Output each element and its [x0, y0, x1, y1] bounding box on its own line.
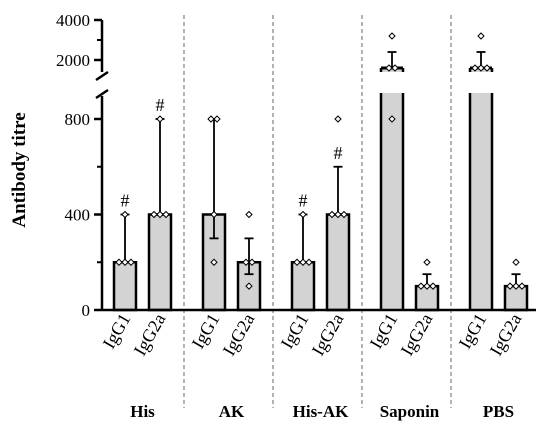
- data-point: [293, 258, 301, 266]
- data-point: [245, 210, 253, 219]
- category-label: IgG1: [188, 310, 224, 352]
- data-point: [423, 282, 431, 290]
- data-point: [210, 210, 218, 219]
- data-points: [115, 32, 526, 290]
- group-label: Saponin: [380, 402, 440, 421]
- bar: [290, 261, 316, 312]
- bar: [381, 93, 403, 310]
- y-tick-label: 800: [65, 110, 91, 129]
- group-label: His-AK: [293, 402, 350, 421]
- data-point: [388, 32, 396, 40]
- data-point: [121, 210, 129, 219]
- data-point: [340, 210, 348, 219]
- data-point: [334, 115, 342, 123]
- y-tick-label: 4000: [56, 11, 90, 30]
- group-label: PBS: [483, 402, 514, 421]
- group-label: AK: [219, 402, 245, 421]
- category-label: IgG1: [366, 310, 402, 352]
- data-point: [127, 258, 135, 266]
- significance-mark: #: [156, 95, 165, 115]
- y-axis-break-mark: [95, 70, 109, 82]
- group-label: His: [130, 402, 155, 421]
- data-point: [417, 282, 425, 290]
- group-dividers: [183, 15, 452, 408]
- y-tick-label: 2000: [56, 51, 90, 70]
- bar: [112, 261, 138, 312]
- data-point: [115, 258, 123, 266]
- category-label: IgG2a: [219, 310, 259, 359]
- data-point: [245, 282, 253, 290]
- error-bars: [120, 51, 521, 287]
- data-point: [477, 64, 485, 72]
- data-point: [518, 282, 526, 290]
- data-point: [385, 64, 393, 72]
- data-point: [512, 282, 520, 290]
- data-point: [207, 115, 215, 123]
- bar: [470, 93, 492, 310]
- data-point: [423, 258, 431, 266]
- y-tick-label: 400: [65, 206, 91, 225]
- data-point: [328, 210, 336, 219]
- data-point: [248, 258, 256, 266]
- axis-labels: His#IgG1#IgG2aAKIgG1IgG2aHis-AK#IgG1#IgG…: [99, 95, 526, 421]
- category-label: IgG1: [277, 310, 313, 352]
- data-point: [429, 282, 437, 290]
- data-point: [477, 32, 485, 40]
- data-point: [242, 258, 250, 266]
- y-tick-label: 0: [82, 301, 91, 320]
- data-point: [299, 210, 307, 219]
- y-axis: 0 400 800 2000 4000: [56, 11, 536, 320]
- data-point: [299, 258, 307, 266]
- data-point: [121, 258, 129, 266]
- data-point: [305, 258, 313, 266]
- category-label: IgG1: [99, 310, 135, 352]
- data-point: [150, 210, 158, 219]
- bars: [112, 66, 529, 312]
- data-point: [391, 64, 399, 72]
- y-axis-break-mark: [95, 88, 109, 100]
- category-label: IgG2a: [308, 310, 348, 359]
- category-label: IgG1: [455, 310, 491, 352]
- y-axis-title: Antibody titre: [9, 112, 30, 227]
- category-label: IgG2a: [130, 310, 170, 359]
- category-label: IgG2a: [397, 310, 437, 359]
- data-point: [156, 210, 164, 219]
- data-point: [334, 210, 342, 219]
- bar: [325, 213, 351, 312]
- significance-mark: #: [299, 191, 308, 211]
- data-point: [213, 115, 221, 123]
- data-point: [210, 258, 218, 266]
- bar-upper: [381, 68, 403, 72]
- data-point: [506, 282, 514, 290]
- data-point: [512, 258, 520, 266]
- bar: [147, 213, 173, 312]
- data-point: [162, 210, 170, 219]
- significance-mark: #: [121, 191, 130, 211]
- data-point: [156, 115, 164, 123]
- category-label: IgG2a: [486, 310, 526, 359]
- significance-mark: #: [334, 143, 343, 163]
- data-point: [471, 64, 479, 72]
- data-point: [483, 64, 491, 72]
- data-point: [388, 115, 396, 123]
